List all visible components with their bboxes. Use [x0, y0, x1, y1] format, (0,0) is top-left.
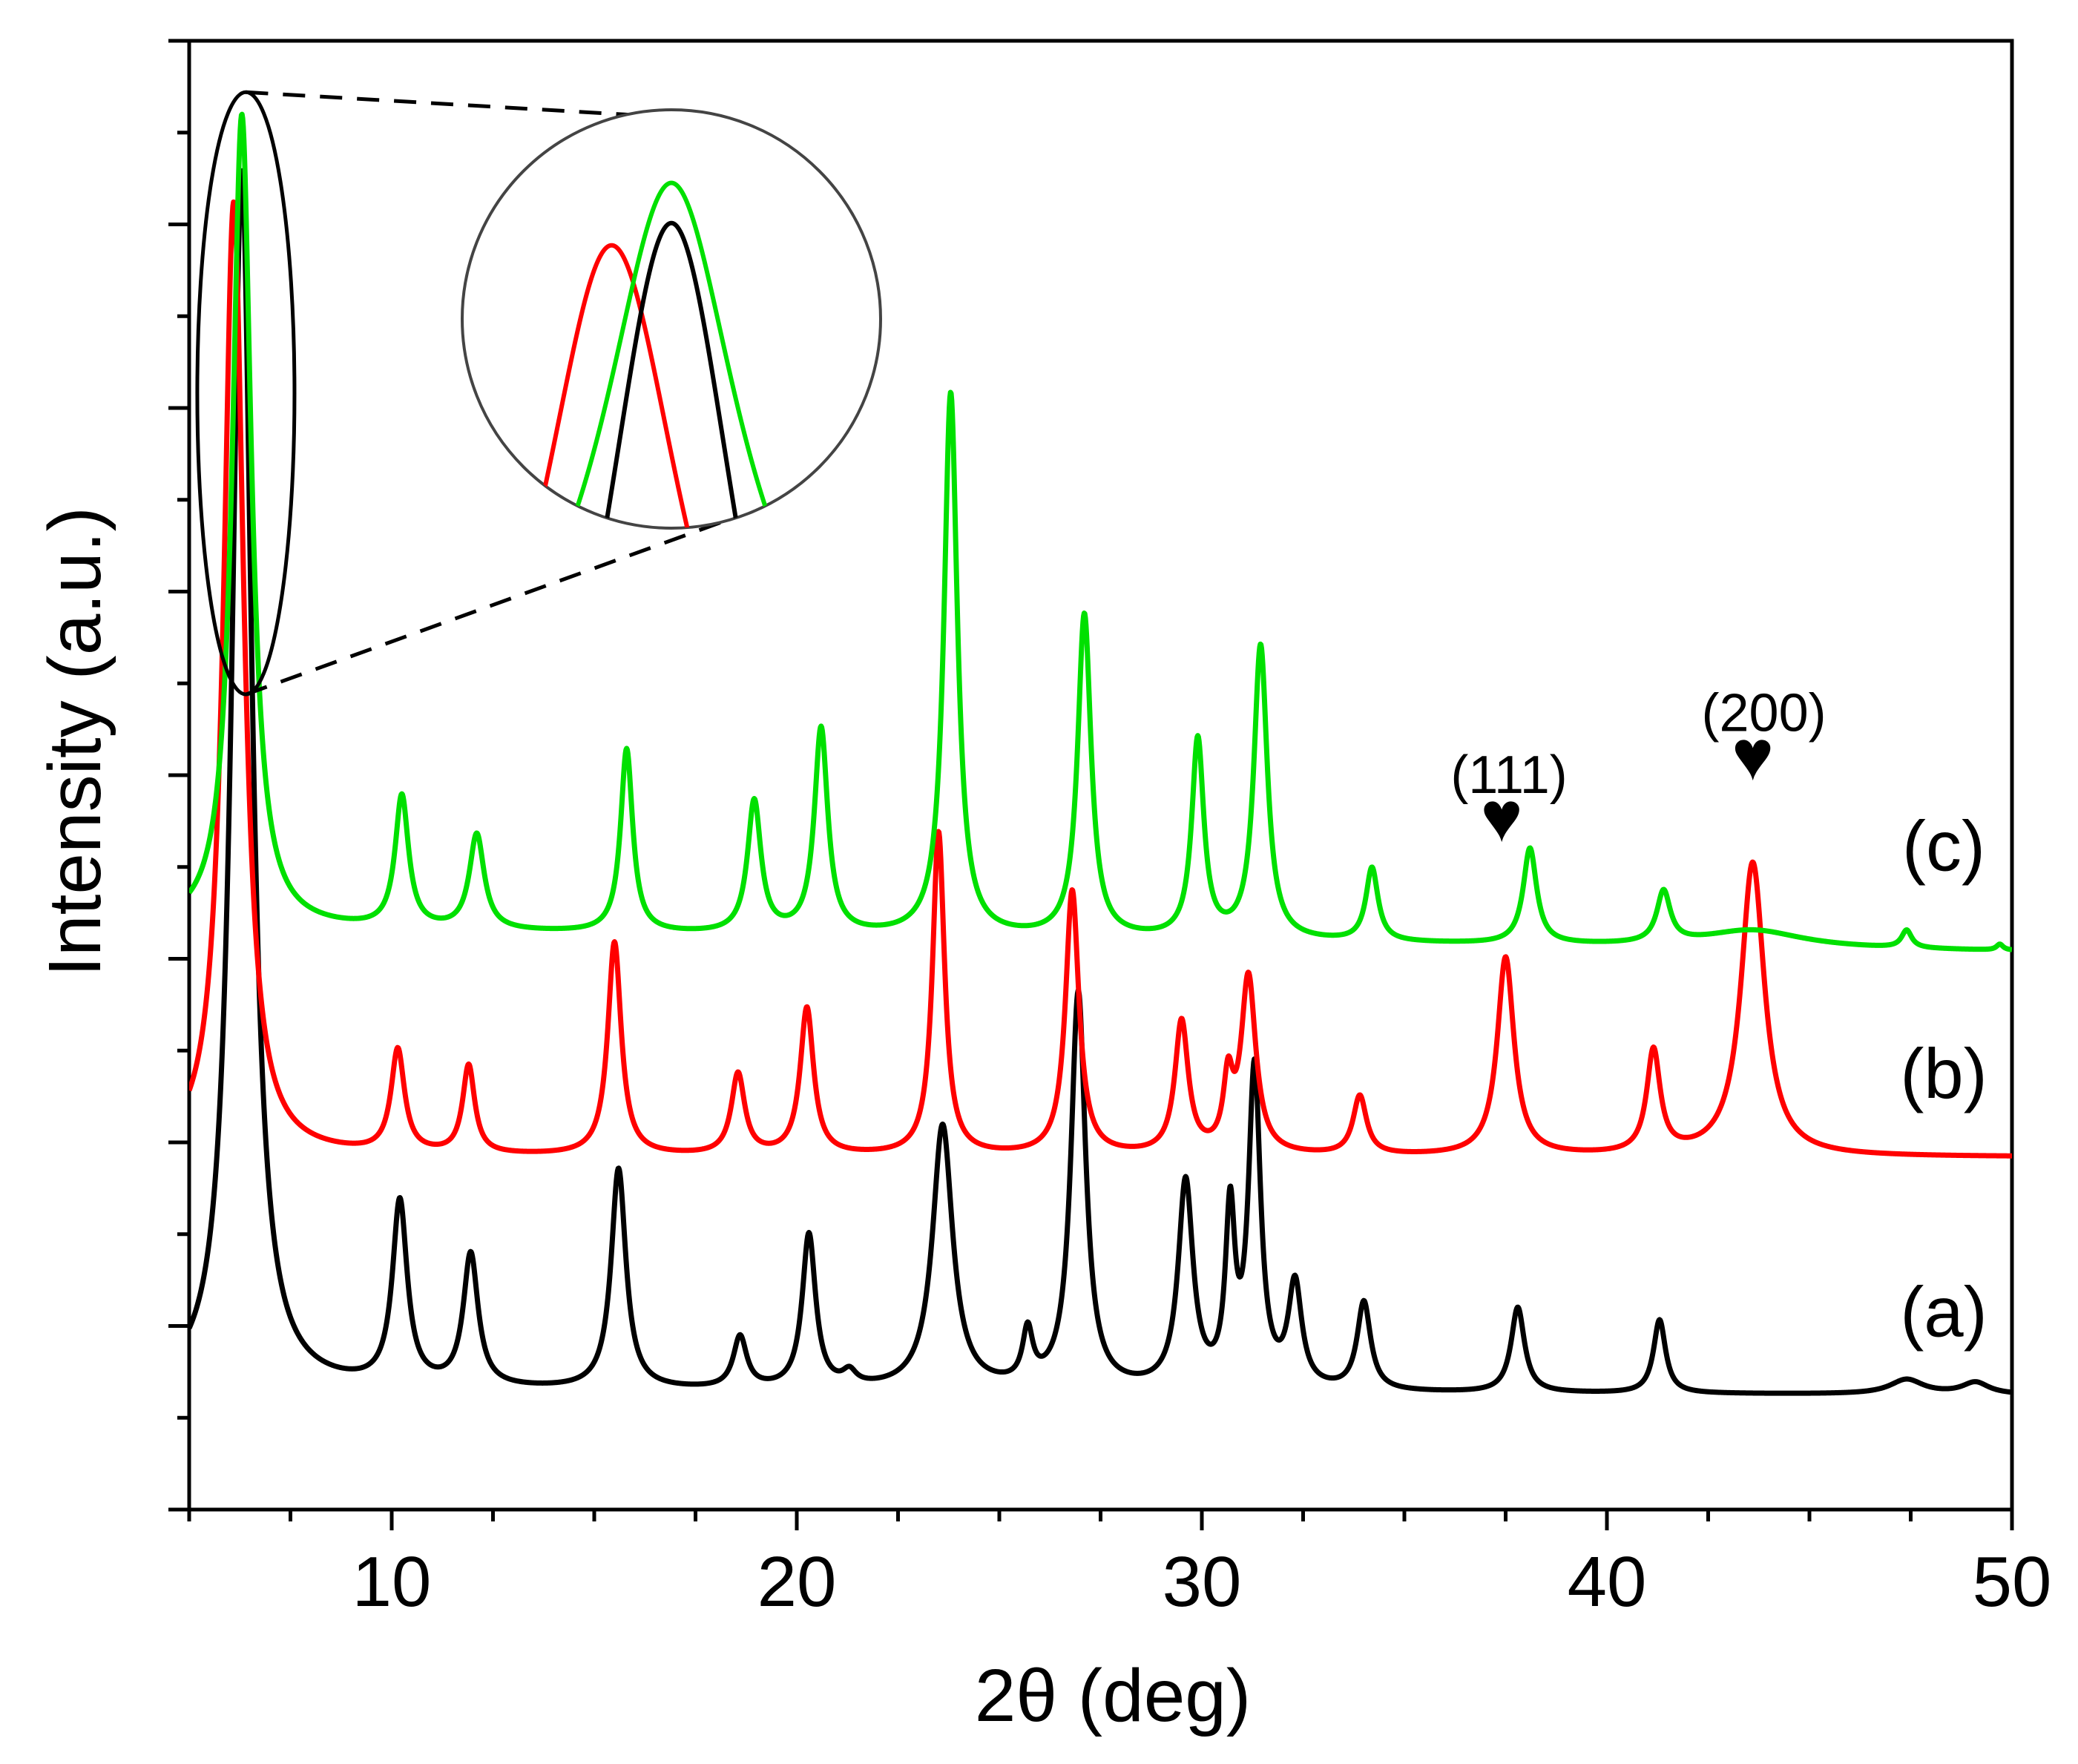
y-axis-title: Intensity (a.u.) — [33, 507, 116, 977]
x-tick-label: 20 — [757, 1542, 837, 1622]
x-axis-title: 2θ (deg) — [975, 1654, 1251, 1737]
series-labels: (a) (b) (c) — [1900, 807, 1987, 1352]
inset-line-c — [462, 180, 881, 528]
inset-circle — [461, 108, 882, 530]
series-label-c: (c) — [1902, 807, 1985, 886]
series-label-a: (a) — [1900, 1272, 1987, 1352]
x-tick-label: 50 — [1973, 1542, 2052, 1622]
series-line-c — [189, 111, 2012, 952]
zoom-connector-top — [246, 90, 672, 119]
inset-line-a — [462, 220, 881, 528]
series-label-b: (b) — [1900, 1035, 1987, 1114]
peak-annotations: (111)♥(200)♥ — [1450, 684, 1826, 858]
inset-curves — [462, 180, 881, 528]
x-tick-label: 30 — [1163, 1542, 1242, 1622]
series-line-b — [189, 199, 2012, 1159]
inset-magnifier — [461, 108, 882, 530]
zoom-connector-bottom — [245, 513, 743, 697]
inset-line-b — [462, 243, 881, 528]
peak-label: (200) — [1702, 684, 1827, 743]
x-tick-label: 40 — [1568, 1542, 1647, 1622]
zoom-highlight — [195, 90, 743, 697]
x-axis-ticks: 10 20 30 40 50 — [187, 1510, 2052, 1622]
heart-marker-icon: ♥ — [1732, 716, 1774, 795]
series-line-a — [189, 168, 2012, 1396]
peak-label: (111) — [1450, 746, 1567, 805]
series-layer — [189, 111, 2012, 1396]
y-axis-ticks — [168, 39, 189, 1512]
heart-marker-icon: ♥ — [1481, 777, 1523, 857]
x-tick-label: 10 — [352, 1542, 432, 1622]
